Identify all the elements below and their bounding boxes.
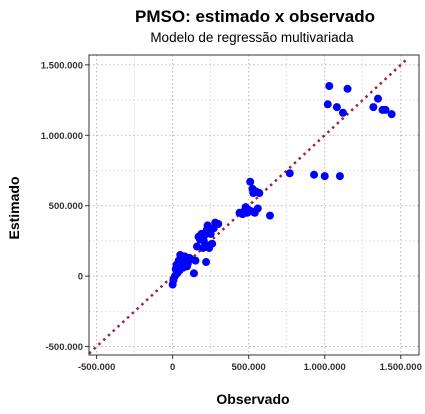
data-point xyxy=(332,103,341,112)
data-point xyxy=(265,211,274,220)
data-point xyxy=(387,110,396,119)
x-axis-title: Observado xyxy=(216,391,289,407)
plot-frame xyxy=(88,54,420,356)
y-axis-ticks: -500.000 0 500.000 1.000.000 1.500.000 xyxy=(41,60,89,353)
data-point xyxy=(310,170,319,179)
x-axis-ticks: -500.000 0 500.000 1.000.000 1.500.000 xyxy=(78,355,422,373)
x-tick-label: -500.000 xyxy=(78,362,116,373)
chart-title: PMSO: estimado x observado xyxy=(135,7,375,26)
data-point xyxy=(320,172,329,181)
y-tick-label: 1.000.000 xyxy=(41,131,83,142)
data-point xyxy=(246,177,255,186)
data-point xyxy=(338,108,347,117)
data-point xyxy=(202,258,211,267)
y-tick-label: 500.000 xyxy=(49,201,83,212)
plot-area xyxy=(89,55,419,355)
x-tick-label: 1.500.000 xyxy=(380,362,422,373)
data-point xyxy=(323,100,332,109)
x-tick-label: 0 xyxy=(170,362,175,373)
reference-line xyxy=(88,56,410,355)
data-point xyxy=(343,84,352,93)
y-axis-title: Estimado xyxy=(6,176,22,239)
y-tick-label: -500.000 xyxy=(45,342,83,353)
data-point xyxy=(373,94,382,103)
data-point xyxy=(381,105,390,114)
x-tick-label: 500.000 xyxy=(232,362,266,373)
data-point xyxy=(253,204,262,213)
data-point xyxy=(189,269,198,278)
data-point xyxy=(335,172,344,181)
data-point xyxy=(191,256,200,265)
data-point xyxy=(285,169,294,178)
y-tick-label: 0 xyxy=(78,272,83,283)
data-point xyxy=(192,242,201,251)
data-point xyxy=(369,103,378,112)
data-points xyxy=(168,81,396,289)
grid-lines xyxy=(89,55,419,355)
data-point xyxy=(208,239,217,248)
chart-subtitle: Modelo de regressão multivariada xyxy=(150,30,354,45)
data-point xyxy=(203,221,212,230)
data-point xyxy=(214,220,223,229)
x-tick-label: 1.000.000 xyxy=(304,362,346,373)
y-tick-label: 1.500.000 xyxy=(41,60,83,71)
data-point xyxy=(255,189,264,198)
data-point xyxy=(325,81,334,90)
